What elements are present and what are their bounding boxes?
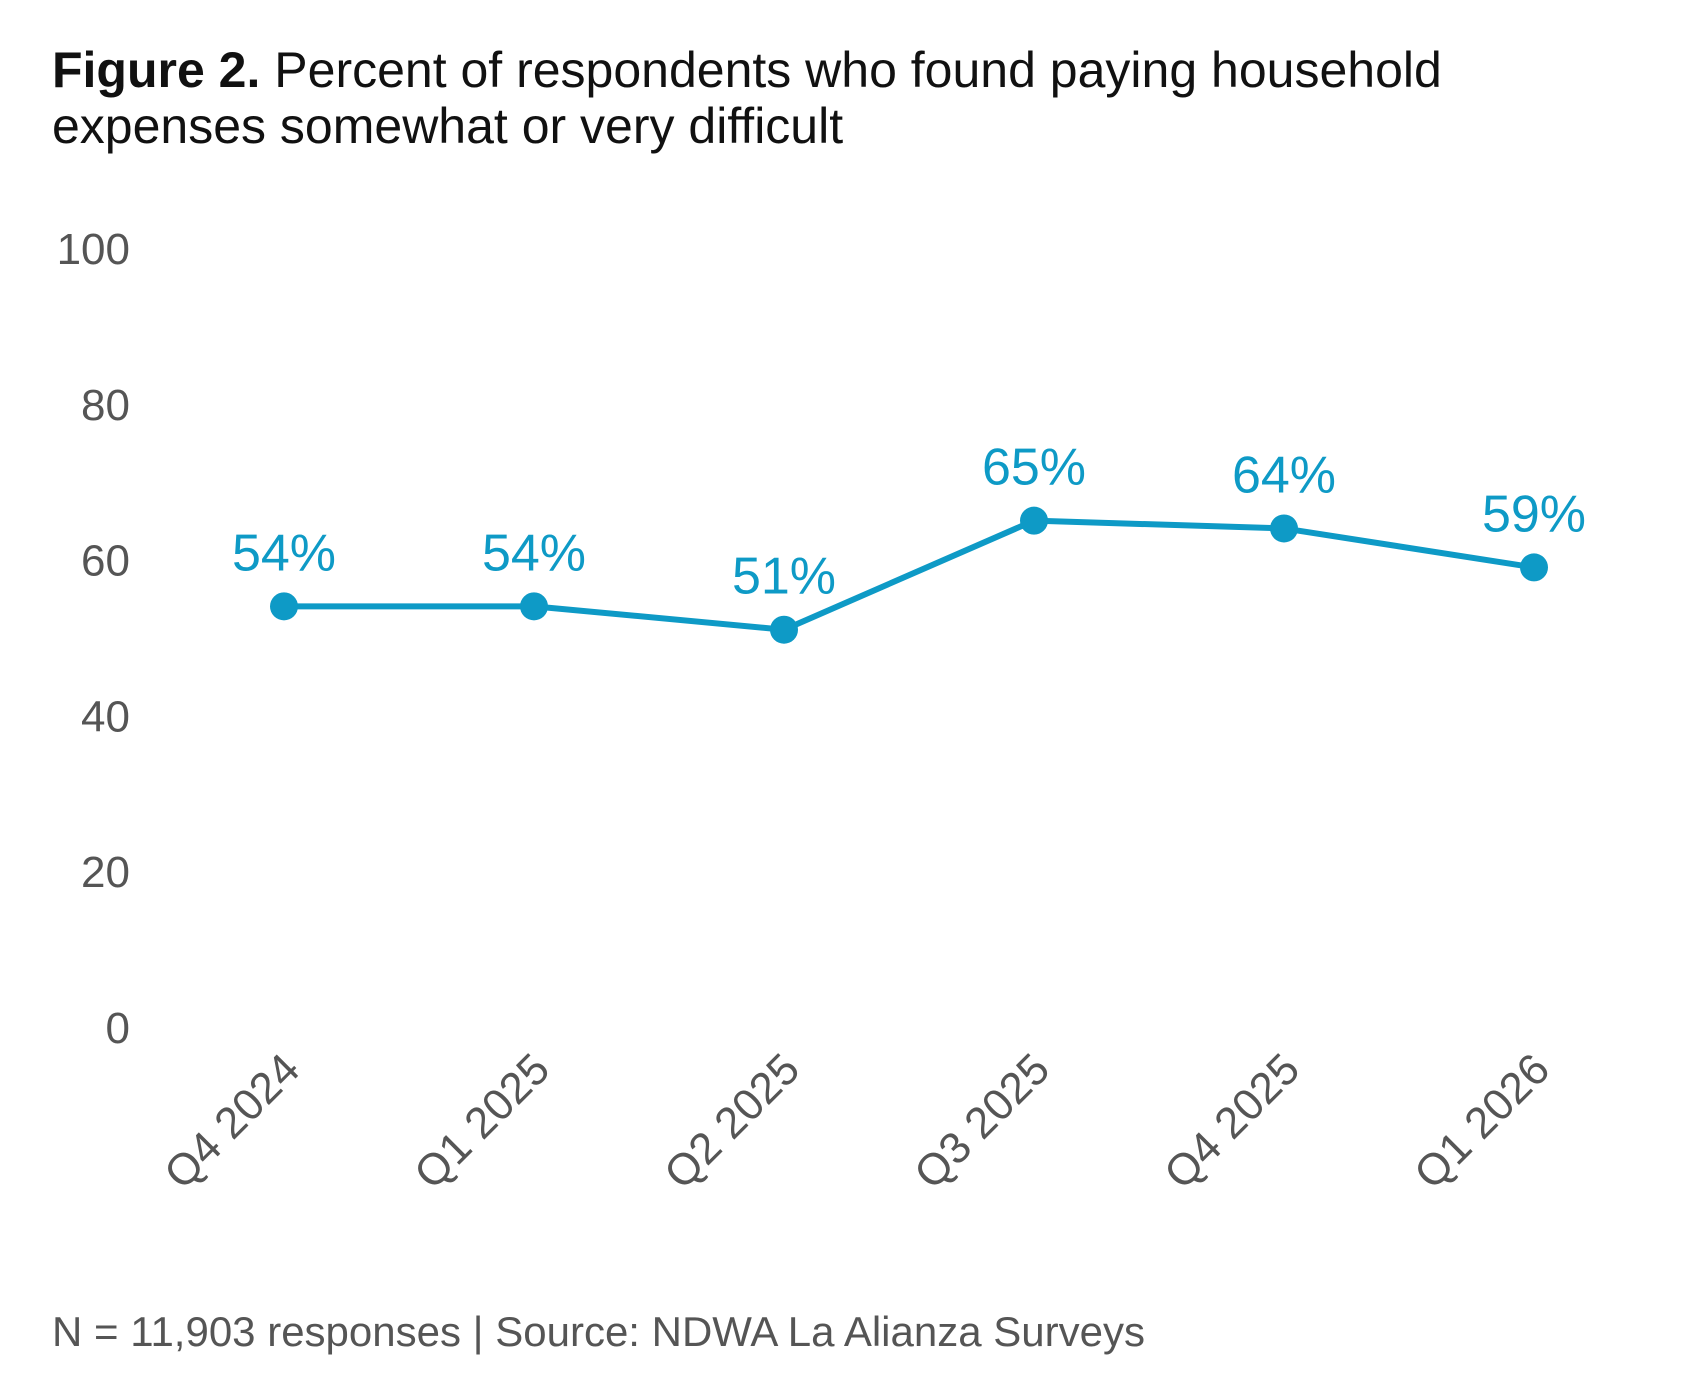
series-line [281, 517, 1537, 633]
data-point [270, 592, 298, 621]
data-label: 59% [1482, 485, 1586, 543]
data-label: 51% [732, 548, 836, 606]
data-label: 54% [482, 524, 586, 582]
data-label: 64% [1232, 446, 1336, 504]
y-tick-label: 60 [81, 537, 130, 586]
data-label: 54% [232, 524, 336, 582]
y-tick-label: 0 [106, 1004, 130, 1053]
chart-title: Figure 2. Percent of respondents who fou… [52, 42, 1652, 154]
x-tick-label: Q1 2026 [1405, 1044, 1559, 1198]
x-tick-label: Q4 2025 [1155, 1044, 1309, 1198]
data-point [520, 592, 548, 621]
data-point [1020, 506, 1048, 535]
source-note: N = 11,903 responses | Source: NDWA La A… [52, 1308, 1145, 1355]
y-tick-label: 80 [81, 381, 130, 430]
y-tick-label: 100 [57, 225, 130, 274]
y-tick-label: 20 [81, 848, 130, 897]
figure-label: Figure 2. [52, 42, 261, 98]
x-tick-label: Q4 2024 [155, 1044, 309, 1198]
data-label: 65% [982, 439, 1086, 497]
figure-title: Percent of respondents who found paying … [52, 42, 1442, 154]
data-point [1520, 553, 1548, 582]
x-tick-label: Q1 2025 [405, 1044, 559, 1198]
x-tick-label: Q3 2025 [905, 1044, 1059, 1198]
data-point [770, 615, 798, 644]
data-point [1270, 514, 1298, 543]
y-tick-label: 40 [81, 692, 130, 741]
x-tick-label: Q2 2025 [655, 1044, 809, 1198]
